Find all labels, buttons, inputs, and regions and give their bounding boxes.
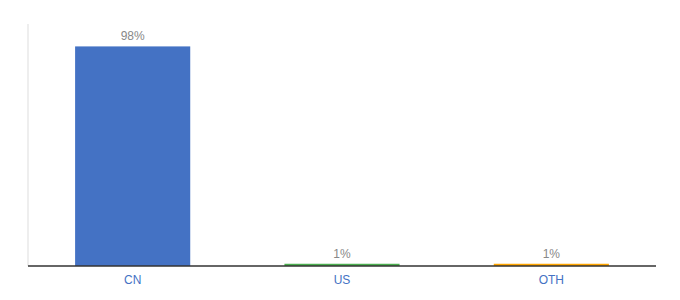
texts: 98% 1% 1% CN US OTH [121,29,564,287]
x-tick-label: OTH [539,273,564,287]
chart-svg: 98% 1% 1% CN US OTH [0,0,680,300]
chart-container: 98% 1% 1% CN US OTH [0,0,680,300]
bars [75,46,609,266]
data-label: 1% [543,247,561,261]
x-tick-label: CN [124,273,141,287]
x-axis-line [28,265,656,267]
data-label: 98% [121,29,145,43]
y-axis-line [28,24,29,266]
data-label: 1% [333,247,351,261]
bar [75,46,190,266]
x-tick-label: US [334,273,351,287]
